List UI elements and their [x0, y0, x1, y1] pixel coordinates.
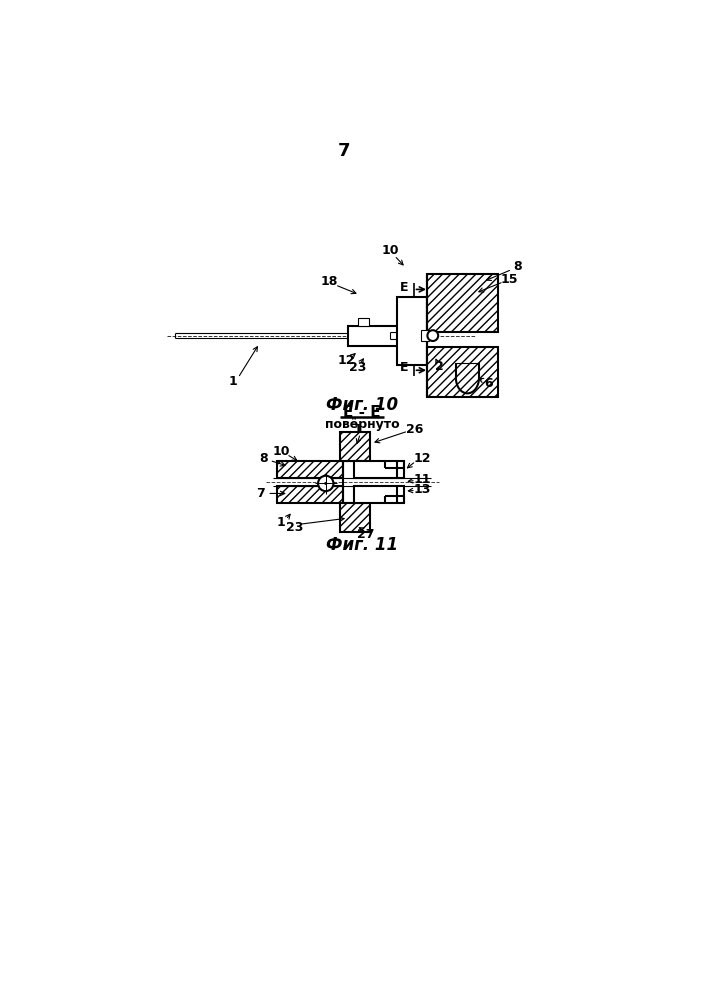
Text: 12: 12 [338, 354, 356, 367]
Bar [428, 347, 498, 397]
Text: 27: 27 [357, 528, 375, 541]
Circle shape [428, 330, 438, 341]
Text: 2: 2 [435, 360, 443, 373]
Text: 12: 12 [414, 452, 431, 465]
Text: 18: 18 [320, 275, 337, 288]
Bar [340, 503, 370, 532]
Text: Е - Е: Е - Е [343, 405, 381, 420]
Text: 23: 23 [349, 361, 367, 374]
Text: 26: 26 [406, 423, 423, 436]
Bar [358, 318, 369, 326]
Text: 7: 7 [338, 142, 351, 160]
Text: 1: 1 [276, 516, 286, 529]
Bar [354, 461, 404, 478]
Bar [340, 432, 370, 461]
Bar [277, 486, 343, 503]
Text: 1: 1 [228, 375, 237, 388]
Text: 6: 6 [485, 377, 493, 390]
Text: 7: 7 [256, 487, 264, 500]
Text: 15: 15 [501, 273, 518, 286]
Bar [428, 274, 498, 332]
Text: Фиг. 11: Фиг. 11 [326, 536, 398, 554]
Text: 23: 23 [286, 521, 303, 534]
Text: 1: 1 [354, 423, 363, 436]
Text: 13: 13 [414, 483, 431, 496]
Text: Фиг. 10: Фиг. 10 [326, 396, 398, 414]
Bar [277, 461, 343, 478]
Text: повёрнуто: повёрнуто [325, 418, 399, 431]
Circle shape [325, 482, 327, 485]
Text: 10: 10 [382, 244, 399, 257]
Circle shape [318, 476, 334, 491]
Text: Е: Е [400, 361, 409, 374]
Text: 11: 11 [414, 473, 431, 486]
Bar [421, 330, 429, 341]
Text: 8: 8 [259, 452, 268, 465]
Bar [348, 326, 400, 346]
Bar [354, 486, 404, 503]
Text: 8: 8 [513, 260, 522, 273]
Text: 10: 10 [272, 445, 290, 458]
Text: Е: Е [400, 281, 409, 294]
Bar [397, 297, 428, 365]
